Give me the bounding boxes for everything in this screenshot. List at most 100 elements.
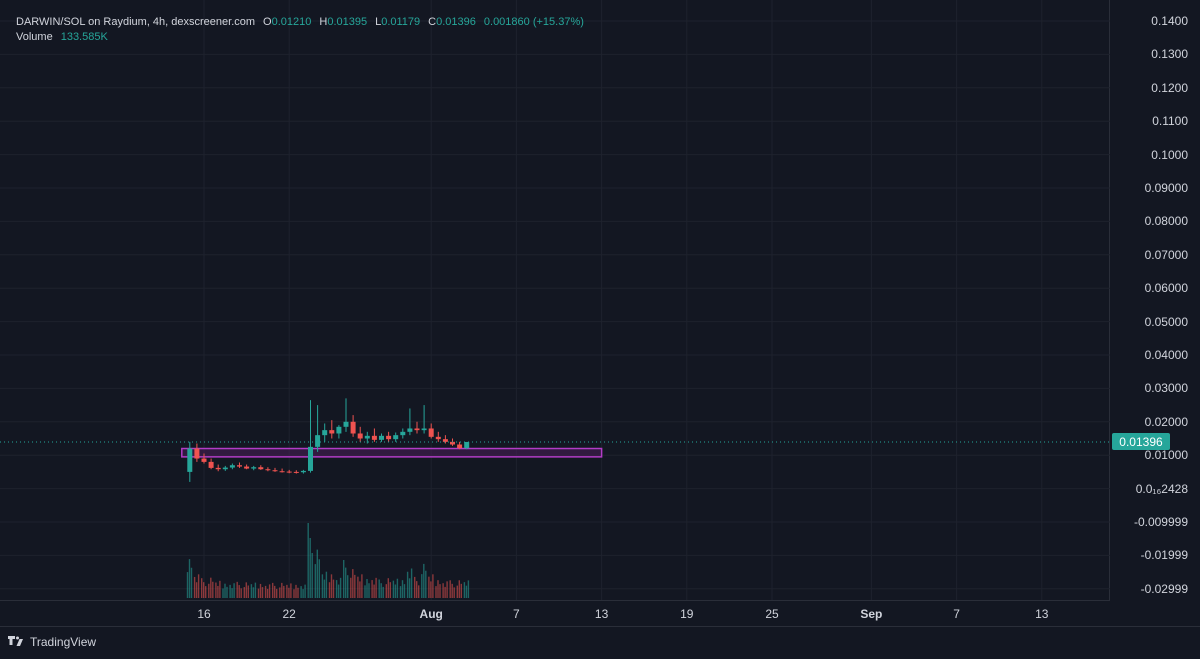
volume-bar: [325, 571, 328, 598]
price-axis-label: 0.1200: [1151, 80, 1188, 95]
volume-bar: [467, 580, 470, 598]
volume-bar: [224, 583, 226, 598]
volume-bar: [217, 585, 219, 598]
volume-bar: [266, 588, 269, 598]
volume-bar: [465, 585, 468, 598]
volume-bar: [380, 583, 382, 598]
candle-body: [357, 433, 363, 439]
volume-bar: [193, 576, 196, 598]
candle-body: [442, 439, 448, 442]
price-axis-label: 0.01000: [1144, 448, 1188, 463]
price-axis-label: 0.0₁₆2428: [1135, 481, 1188, 496]
candle-body: [308, 446, 313, 471]
candle-body: [421, 428, 427, 431]
volume-bar: [359, 581, 361, 598]
volume-bar: [408, 578, 411, 598]
volume-bar: [399, 586, 402, 598]
legend-low-key: L: [375, 16, 382, 28]
volume-bar: [354, 574, 356, 598]
legend-close-value: 0.01396: [436, 16, 476, 28]
candle-body: [187, 448, 193, 472]
volume-bar: [449, 580, 451, 598]
volume-bar: [318, 559, 320, 598]
volume-bar: [222, 588, 224, 598]
price-axis-label: 0.06000: [1144, 281, 1188, 296]
candlestick-chart[interactable]: [0, 0, 1110, 600]
volume-bar: [396, 578, 399, 598]
candle-body: [251, 467, 257, 469]
candle-body: [386, 435, 392, 440]
price-axis-label: 0.1000: [1151, 147, 1188, 162]
volume-bar: [364, 585, 366, 598]
volume-bar: [403, 584, 406, 598]
volume-bar: [366, 579, 368, 598]
volume-bar: [387, 578, 389, 598]
candle-body: [265, 469, 271, 471]
volume-bar: [245, 582, 247, 598]
price-axis[interactable]: 0.1400 0.1300 0.1200 0.1100 0.1000 0.09000 0.0…: [1110, 0, 1200, 600]
volume-bar: [238, 585, 240, 598]
volume-bar: [205, 586, 207, 598]
candle-body: [222, 467, 228, 470]
volume-bar: [458, 580, 460, 598]
chart-legend: DARWIN/SOL on Raydium, 4h, dexscreener.c…: [16, 15, 584, 45]
volume-bar: [432, 574, 434, 598]
legend-close-key: C: [428, 16, 437, 28]
candle-body: [343, 421, 349, 427]
volume-bar: [332, 579, 335, 598]
volume-bar: [219, 580, 221, 598]
price-axis-label: -0.01999: [1140, 548, 1188, 563]
volume-bar: [240, 588, 242, 598]
volume-bar: [215, 582, 217, 598]
volume-bar: [250, 584, 253, 598]
chart-pane[interactable]: DARWIN/SOL on Raydium, 4h, dexscreener.c…: [0, 0, 1110, 600]
volume-bar: [456, 585, 458, 598]
volume-bar: [208, 583, 210, 598]
volume-bar: [212, 581, 214, 598]
volume-bar: [316, 549, 318, 598]
legend-high-value: 0.01395: [327, 16, 368, 28]
time-axis-label: 19: [680, 607, 694, 621]
volume-bar: [378, 579, 380, 598]
candle-body: [322, 430, 328, 436]
last-price-badge: 0.01396: [1112, 433, 1170, 451]
price-zone-rectangle: [181, 447, 603, 458]
volume-bar: [357, 576, 359, 598]
volume-bar: [385, 584, 387, 598]
candle-body: [464, 441, 470, 449]
candle-body: [293, 471, 299, 473]
volume-bar: [190, 567, 193, 598]
candle-body: [435, 436, 441, 440]
volume-bar: [304, 584, 306, 598]
price-axis-label: 0.08000: [1144, 214, 1188, 229]
price-axis-label: -0.009999: [1133, 515, 1188, 529]
volume-bar: [437, 580, 439, 598]
volume-bar: [283, 585, 285, 598]
time-axis[interactable]: 16 22 Aug 7 13 19 25 Sep 7 13: [0, 600, 1110, 626]
volume-bar: [286, 584, 288, 598]
candle-body: [350, 421, 356, 434]
tradingview-logo[interactable]: TradingView: [8, 635, 96, 649]
candle-body: [407, 428, 413, 432]
volume-bar: [226, 586, 228, 598]
candle-body: [400, 431, 406, 436]
volume-bar: [335, 580, 338, 598]
volume-bar: [261, 587, 264, 598]
legend-change-value: 0.001860 (+15.37%): [483, 16, 584, 28]
candle-body: [237, 465, 242, 467]
candle-body: [279, 471, 285, 473]
volume-bar: [392, 580, 395, 598]
price-axis-label: 0.05000: [1144, 314, 1188, 329]
volume-bar: [347, 575, 349, 598]
volume-bar: [425, 570, 427, 598]
candle-body: [450, 441, 455, 445]
volume-bar: [311, 553, 313, 598]
volume-bar: [243, 587, 245, 598]
candle-body: [315, 435, 321, 447]
volume-bar: [252, 587, 255, 598]
volume-bar: [231, 588, 233, 598]
volume-bar: [389, 582, 391, 598]
legend-ohlc-row: DARWIN/SOL on Raydium, 4h, dexscreener.c…: [16, 15, 584, 30]
volume-bar: [264, 585, 267, 598]
volume-bar: [302, 589, 304, 598]
